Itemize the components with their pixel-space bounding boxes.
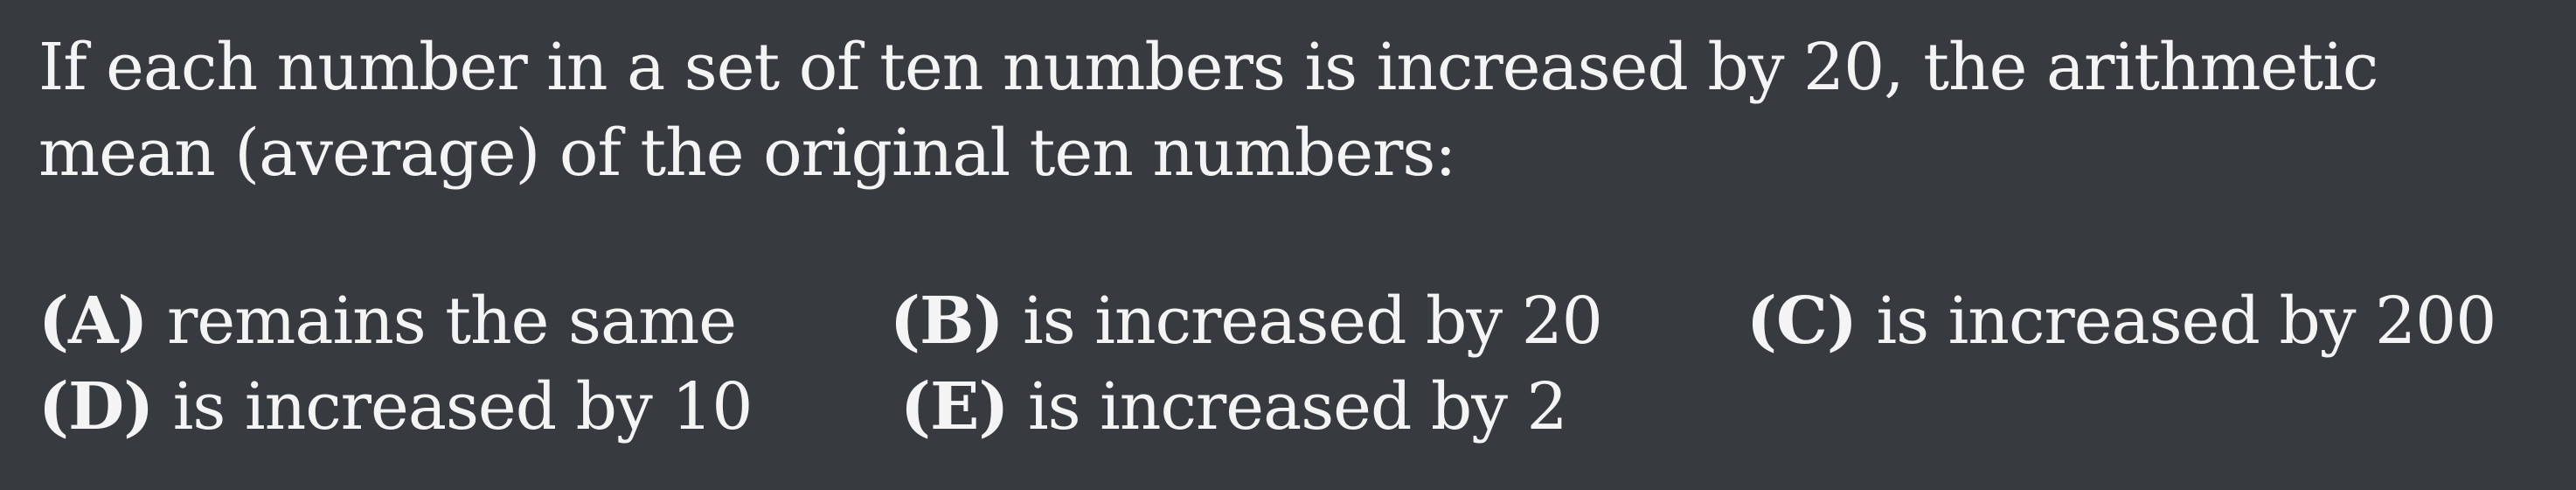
choice-d-text: is increased by 10	[172, 369, 753, 444]
choice-c-text: is increased by 200	[1876, 284, 2496, 359]
choice-a-text: remains the same	[166, 284, 737, 359]
choice-d-label: (D)	[38, 369, 154, 444]
choice-e[interactable]: (E) is increased by 2	[900, 364, 1568, 450]
choice-a-label: (A)	[38, 284, 148, 359]
answer-choices: (A) remains the same (B) is increased by…	[38, 278, 2538, 453]
choice-b-text: is increased by 20	[1023, 284, 1603, 359]
choice-b-label: (B)	[890, 284, 1004, 359]
choice-e-text: is increased by 2	[1027, 369, 1568, 444]
question-text: If each number in a set of ten numbers i…	[38, 30, 2378, 191]
choice-c-label: (C)	[1746, 284, 1857, 359]
choice-c[interactable]: (C) is increased by 200	[1746, 278, 2496, 364]
choice-b[interactable]: (B) is increased by 20	[890, 278, 1603, 364]
choice-d[interactable]: (D) is increased by 10	[38, 364, 753, 450]
choice-a[interactable]: (A) remains the same	[38, 278, 737, 364]
choice-e-label: (E)	[900, 369, 1009, 444]
